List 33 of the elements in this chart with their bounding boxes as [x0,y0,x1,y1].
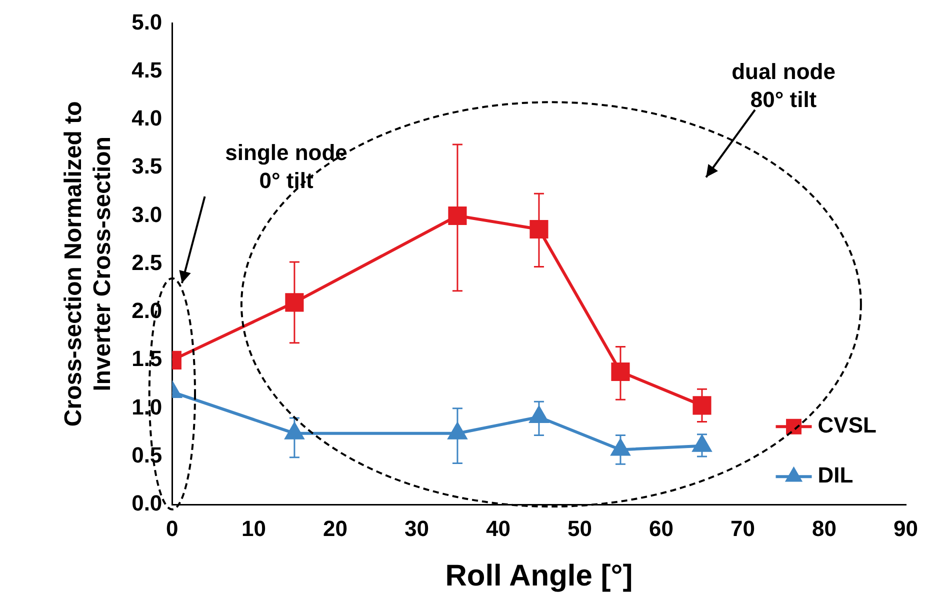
x-tick-label: 70 [730,516,755,541]
y-tick-label: 4.0 [132,106,162,131]
y-axis-title: Cross-section Normalized to Inverter Cross-section [60,101,116,427]
point [530,220,548,239]
y-tick-label: 1.0 [132,394,162,420]
y-tick-label: 2.0 [132,298,162,324]
x-tick-label: 90 [894,516,918,541]
point [448,422,467,440]
y-tick-label: 2.5 [132,250,162,275]
y-tick-label: 0.0 [132,490,162,516]
x-tick-label: 0 [166,516,178,541]
point [285,422,304,440]
x-tick-label: 50 [567,516,592,541]
x-tick-label: 10 [241,516,266,541]
point [530,406,548,423]
x-tick-label: 30 [404,516,429,541]
point [285,293,304,312]
annotation: dual node 80° tilt [732,59,836,112]
x-tick-label: 80 [812,516,836,541]
x-axis-title: Roll Angle [°] [445,559,633,592]
x-tick-label: 40 [486,516,510,541]
point [611,362,630,382]
legend-label: DIL [818,462,854,488]
point [448,206,467,226]
legend-label: CVSL [818,412,876,438]
y-tick-label: 5.0 [132,9,162,34]
y-tick-label: 3.0 [132,202,162,227]
point [692,435,712,452]
y-tick-label: 4.5 [132,57,162,82]
x-tick-label: 20 [322,516,348,541]
y-tick-label: 3.5 [132,154,162,179]
y-tick-label: 1.5 [132,346,162,372]
x-tick-label: 60 [648,516,674,541]
